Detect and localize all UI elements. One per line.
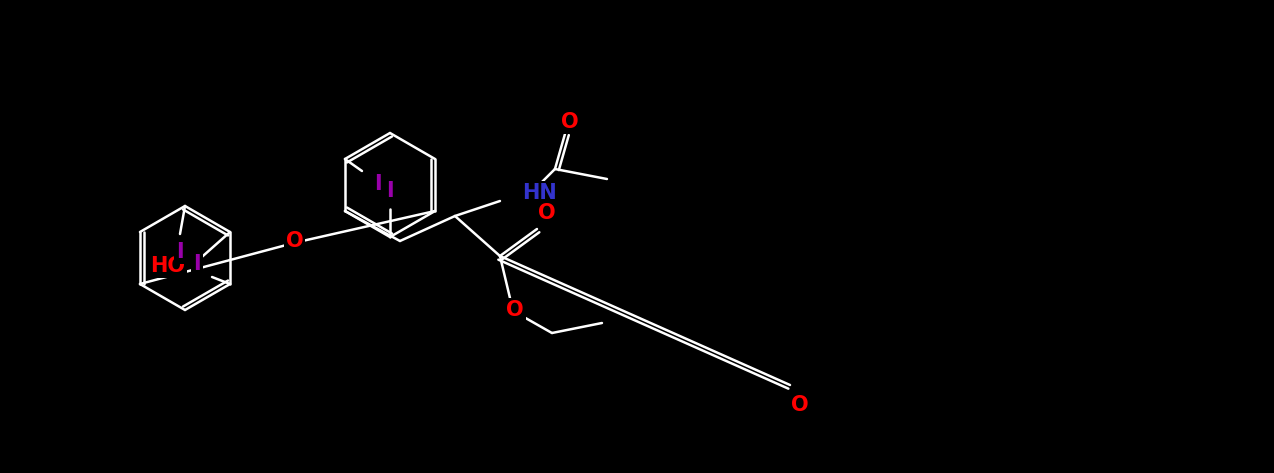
Text: O: O	[506, 300, 524, 320]
Text: O: O	[791, 395, 809, 415]
Text: HN: HN	[522, 183, 557, 203]
Text: I: I	[386, 181, 394, 201]
Text: O: O	[538, 203, 555, 223]
Text: I: I	[375, 174, 382, 194]
Text: I: I	[194, 254, 201, 274]
Text: HO: HO	[150, 256, 185, 276]
Text: I: I	[176, 242, 183, 262]
Text: O: O	[285, 230, 303, 251]
Text: O: O	[561, 112, 578, 132]
